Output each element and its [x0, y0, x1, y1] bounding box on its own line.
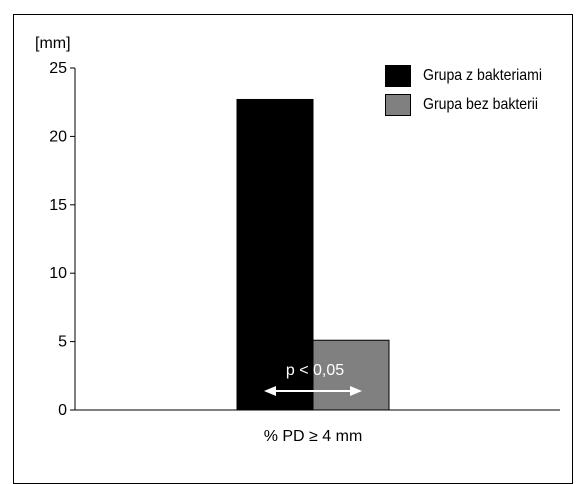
significance-label: p < 0,05: [286, 362, 344, 379]
legend-label: Grupa bez bakterii: [423, 96, 539, 113]
y-axis-label: [mm]: [35, 35, 71, 52]
bar-chart: [mm] 0 5 10 15 20 25 p < 0,05 % PD ≥ 4 mm: [35, 35, 560, 445]
legend-label: Grupa z bakteriami: [423, 67, 542, 84]
legend-swatch: [385, 94, 411, 116]
legend-item: Grupa z bakteriami: [385, 65, 558, 87]
bar-with-bacteria: [236, 98, 314, 411]
y-tick-label: 10: [49, 265, 67, 282]
y-tick-label: 0: [58, 402, 67, 419]
x-category-label: % PD ≥ 4 mm: [264, 428, 363, 445]
legend-item: Grupa bez bakterii: [385, 94, 558, 116]
arrowhead-left: [264, 386, 276, 396]
y-tick-label: 5: [58, 334, 67, 351]
legend: Grupa z bakteriami Grupa bez bakterii: [385, 65, 558, 123]
y-tick-label: 20: [49, 128, 67, 145]
y-tick-label: 25: [49, 60, 67, 77]
legend-swatch: [385, 65, 411, 87]
arrowhead-right: [350, 386, 362, 396]
bar-without-bacteria: [312, 339, 390, 411]
y-tick-label: 15: [49, 197, 67, 214]
